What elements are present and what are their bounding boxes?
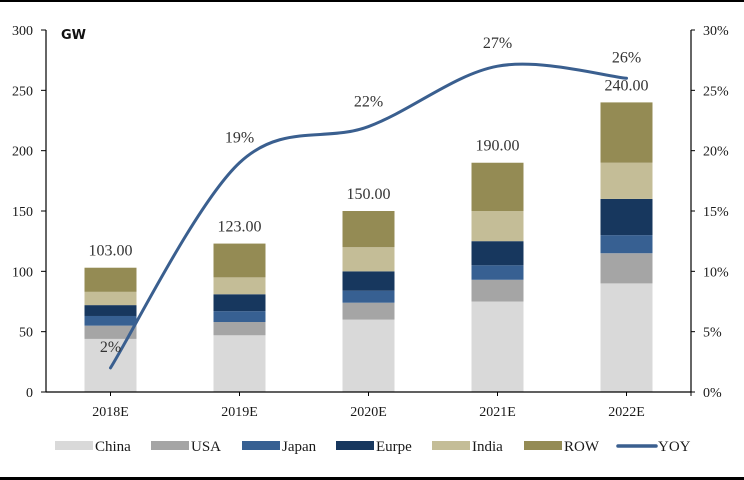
top-border [0, 0, 744, 2]
bar-segment-japan-2020e [342, 290, 395, 303]
x-tick-label: 2019E [221, 405, 258, 420]
yoy-label: 2% [100, 339, 121, 356]
legend-label-row: ROW [564, 439, 600, 455]
bar-segment-china-2020e [342, 319, 395, 392]
bar-segment-china-2019e [213, 335, 266, 392]
legend: China USA Japan Eurpe India ROW YOY [55, 439, 691, 455]
bar-segment-usa-2021e [471, 279, 524, 302]
bar-segment-china-2021e [471, 301, 524, 392]
bar-segment-eurpe-2021e [471, 241, 524, 266]
legend-label-china: China [95, 439, 131, 455]
x-tick-label: 2018E [92, 405, 129, 420]
bar-segment-india-2018e [84, 291, 137, 306]
y-tick-label: 100 [12, 265, 33, 280]
legend-label-yoy: YOY [658, 439, 691, 455]
bar-segment-eurpe-2022e [600, 198, 653, 236]
bar-segment-usa-2022e [600, 253, 653, 284]
legend-label-india: India [472, 439, 503, 455]
bottom-border [0, 477, 744, 480]
y2-tick-label: 0% [703, 386, 722, 401]
bar-segment-japan-2019e [213, 311, 266, 323]
yoy-line [109, 62, 628, 370]
axes-layer: 0 50 100 150 200 250 300 0% 5% 10% 15% 20% 25% 30% 201… [12, 24, 729, 420]
yoy-label: 27% [483, 35, 512, 52]
yoy-label: 26% [612, 49, 641, 66]
bar-segment-india-2022e [600, 162, 653, 199]
y-tick-label: 0 [26, 386, 33, 401]
x-tick-label: 2021E [479, 405, 516, 420]
labels-layer: 103.00 123.00 150.00 190.00 240.00 2% 19% 22% 27… [89, 35, 649, 356]
legend-label-japan: Japan [282, 439, 317, 455]
legend-label-usa: USA [191, 439, 221, 455]
y2-tick-label: 15% [703, 205, 729, 220]
bar-segment-china-2022e [600, 283, 653, 392]
y-tick-label: 150 [12, 205, 33, 220]
bar-segment-eurpe-2019e [213, 294, 266, 312]
y-tick-label: 200 [12, 145, 33, 160]
legend-swatch-india [432, 441, 470, 450]
y2-tick-label: 30% [703, 24, 729, 39]
bar-segment-india-2019e [213, 277, 266, 295]
bar-segment-row-2019e [213, 243, 266, 278]
total-label: 103.00 [89, 243, 133, 260]
total-label: 150.00 [347, 186, 391, 203]
bar-segment-eurpe-2018e [84, 305, 137, 316]
bar-segment-japan-2018e [84, 315, 137, 326]
total-label: 240.00 [605, 77, 649, 94]
y2-tick-label: 5% [703, 326, 722, 341]
y-tick-label: 50 [19, 326, 33, 341]
x-tick-label: 2020E [350, 405, 387, 420]
bar-segment-usa-2020e [342, 302, 395, 320]
bar-segment-row-2020e [342, 211, 395, 248]
total-label: 123.00 [218, 219, 262, 236]
y-tick-label: 300 [12, 24, 33, 39]
total-label: 190.00 [476, 138, 520, 155]
bars-layer [84, 102, 653, 392]
legend-swatch-eurpe [336, 441, 374, 450]
y2-tick-label: 25% [703, 84, 729, 99]
legend-label-eurpe: Eurpe [376, 439, 412, 455]
bar-segment-row-2021e [471, 162, 524, 211]
y2-tick-label: 20% [703, 145, 729, 160]
bar-segment-eurpe-2020e [342, 271, 395, 291]
bar-segment-india-2020e [342, 247, 395, 272]
legend-swatch-row [524, 441, 562, 450]
yoy-label: 22% [354, 94, 383, 111]
yoy-label: 19% [225, 130, 254, 147]
bar-segment-india-2021e [471, 211, 524, 242]
bar-segment-japan-2021e [471, 265, 524, 280]
bar-segment-usa-2019e [213, 322, 266, 336]
bar-segment-japan-2022e [600, 235, 653, 254]
legend-swatch-usa [151, 441, 189, 450]
y-axis-unit-label: GW [61, 28, 86, 43]
x-tick-label: 2022E [608, 405, 645, 420]
legend-swatch-china [55, 441, 93, 450]
y2-tick-label: 10% [703, 265, 729, 280]
bar-segment-usa-2018e [84, 325, 137, 339]
yoy-line-layer [109, 62, 628, 370]
bar-segment-row-2018e [84, 267, 137, 292]
legend-swatch-japan [242, 441, 280, 450]
y-tick-label: 250 [12, 84, 33, 99]
bar-segment-row-2022e [600, 102, 653, 163]
